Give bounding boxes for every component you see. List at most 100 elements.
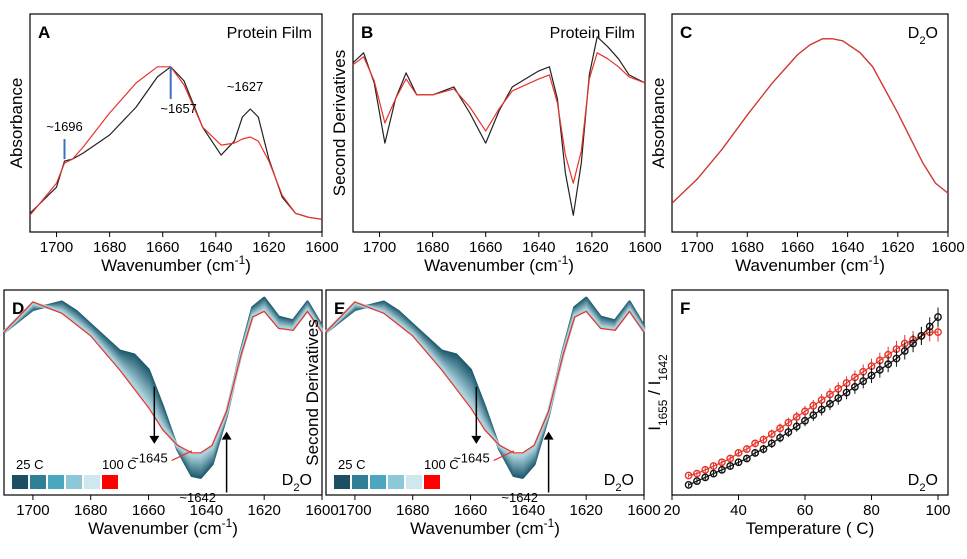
data-point <box>826 399 834 408</box>
x-tick-label: 1680 <box>74 502 107 519</box>
annotation-label: ~1645 <box>131 450 168 465</box>
data-point <box>900 347 909 355</box>
data-point <box>884 360 893 369</box>
data-point <box>784 428 793 437</box>
chart-panel-d: 1700 1680 1660 1640 1620 1600 Wavenumber (cm-1… <box>2 289 339 538</box>
series-band-line <box>324 303 646 465</box>
data-point <box>742 445 751 453</box>
legend-swatch <box>352 475 368 489</box>
legend-start-label: 25 C <box>338 457 365 472</box>
legend-swatch <box>406 475 422 489</box>
data-point <box>892 354 901 363</box>
plot-frame <box>671 289 949 496</box>
series-line-0 <box>352 36 646 216</box>
legend-swatch <box>334 475 350 489</box>
data-point <box>684 471 693 480</box>
y-axis-label: Absorbance <box>649 78 668 169</box>
data-point <box>925 322 934 331</box>
data-point <box>734 448 743 457</box>
x-tick-label: 1640 <box>512 502 545 519</box>
series-band-line <box>324 301 646 459</box>
legend-swatch <box>48 475 64 489</box>
data-point <box>917 332 926 340</box>
series-band-line <box>2 303 324 464</box>
data-point <box>909 339 917 348</box>
series-band-line <box>2 303 324 467</box>
data-point <box>742 454 751 463</box>
series-band-line <box>3 301 324 470</box>
panel-title: Protein Film <box>550 25 635 42</box>
series-band-line <box>2 302 324 460</box>
panel-letter: C <box>680 23 692 42</box>
data-point <box>842 388 851 397</box>
arrow-up-head <box>543 431 554 440</box>
x-tick-label: 1600 <box>628 239 661 256</box>
x-tick-label: 1600 <box>305 502 338 519</box>
x-axis-label: Wavenumber (cm-1) <box>735 253 885 275</box>
series-band-line <box>2 302 324 462</box>
y-axis-label: Second Derivatives <box>330 50 349 196</box>
plot-frame <box>325 289 645 496</box>
x-tick-label: 1700 <box>363 239 396 256</box>
x-tick-label: 1600 <box>305 239 338 256</box>
x-tick-label: 1600 <box>627 502 660 519</box>
x-tick-label: 1700 <box>16 502 49 519</box>
x-tick-label: 1620 <box>881 239 914 256</box>
series-line-100c <box>3 301 323 454</box>
chart-panel-e: 1700 1680 1660 1640 1620 1600 Wavenumber (cm-1… <box>303 289 661 538</box>
data-point <box>817 396 826 404</box>
x-tick-label: 1620 <box>252 239 285 256</box>
data-point <box>784 418 793 427</box>
legend-swatch <box>102 475 118 489</box>
data-point <box>684 481 693 489</box>
legend-swatch <box>12 475 28 489</box>
legend-start-label: 25 C <box>16 457 43 472</box>
series-band-line <box>3 298 324 476</box>
data-point <box>934 313 942 321</box>
series-band-line <box>325 298 646 476</box>
x-tick-label: 1680 <box>93 239 126 256</box>
data-point <box>734 458 743 467</box>
data-point <box>751 448 760 457</box>
panel-title: D2O <box>908 472 938 494</box>
data-point <box>701 465 710 474</box>
x-tick-label: 1620 <box>575 239 608 256</box>
x-axis-label: Wavenumber (cm-1) <box>410 516 560 538</box>
data-point <box>809 401 818 410</box>
data-point <box>792 422 801 431</box>
x-tick-label: 1640 <box>199 239 232 256</box>
data-point <box>726 462 735 470</box>
chart-panel-b: 1700 1680 1660 1640 1620 1600 Wavenumber (cm-1… <box>330 13 662 275</box>
annotation-leader <box>171 450 193 461</box>
series-band-line <box>3 300 324 471</box>
legend-swatch <box>30 475 46 489</box>
data-point <box>850 382 859 391</box>
x-tick-label: 1660 <box>454 502 487 519</box>
data-point <box>693 477 701 486</box>
x-tick-label: 1700 <box>338 502 371 519</box>
data-point <box>776 433 784 442</box>
data-point <box>709 462 718 470</box>
x-tick-label: 1640 <box>831 239 864 256</box>
data-point <box>717 458 726 467</box>
legend-swatch <box>84 475 100 489</box>
annotation-label: ~1642 <box>501 490 538 505</box>
x-tick-label: 80 <box>863 502 880 519</box>
data-point <box>792 413 801 421</box>
arrow-up-head <box>221 431 232 440</box>
chart-panel-c: 1700 1680 1660 1640 1620 1600 Wavenumber (cm-1… <box>649 13 965 275</box>
series-band-line <box>325 300 646 471</box>
data-point <box>701 473 710 482</box>
data-point <box>875 365 884 374</box>
data-point <box>801 416 809 425</box>
data-point <box>759 435 768 444</box>
panel-letter: F <box>680 299 690 318</box>
series-band-line <box>324 302 646 468</box>
x-tick-label: 1620 <box>569 502 602 519</box>
x-tick-label: 1600 <box>931 239 964 256</box>
annotation-label: ~1696 <box>46 119 83 134</box>
x-tick-label: 60 <box>797 502 814 519</box>
series-band-line <box>2 302 324 468</box>
series-band-line <box>325 297 646 478</box>
